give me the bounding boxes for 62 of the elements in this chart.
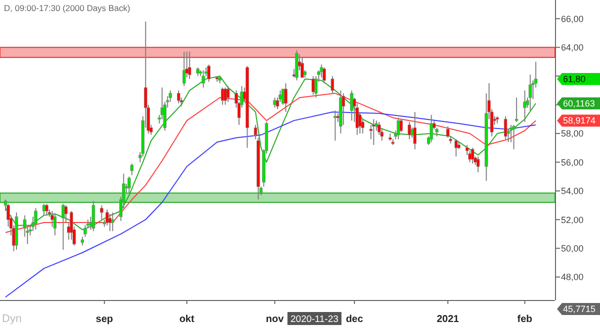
candlestick	[226, 86, 230, 102]
candlestick	[454, 138, 458, 157]
x-tick-label: feb	[517, 314, 532, 325]
y-tick-label: 52,00	[561, 214, 584, 225]
candlestick	[34, 208, 38, 230]
x-tick-label: 2021	[436, 314, 460, 325]
candlestick	[202, 70, 205, 88]
candlestick	[224, 87, 227, 106]
candlestick	[111, 212, 114, 232]
candlestick	[254, 124, 258, 140]
candlestick	[322, 66, 326, 84]
x-tick-label: dec	[346, 314, 364, 325]
text: 61,80	[563, 74, 586, 84]
candlestick	[42, 203, 46, 216]
candlestick	[358, 111, 362, 134]
line-series	[4, 111, 536, 298]
candlestick	[128, 176, 131, 193]
candlestick	[188, 51, 192, 80]
candlestick	[528, 74, 532, 112]
y-tick-label: 66,00	[561, 14, 584, 24]
chart-title: D, 09:00-17:30 (2000 Days Back)	[4, 3, 130, 13]
candlestick	[62, 203, 65, 250]
candlestick	[504, 116, 508, 140]
text: 45,7715	[563, 304, 596, 314]
candlestick	[514, 97, 518, 123]
candlestick	[284, 82, 288, 112]
candlestick	[92, 200, 96, 232]
candlestick	[396, 117, 400, 140]
y-tick-label: 64,00	[561, 42, 584, 53]
x-tick-label: okt	[179, 314, 195, 325]
candlestick	[182, 51, 186, 87]
candlestick	[108, 213, 112, 232]
x-tick-label: sep	[96, 314, 114, 325]
candlestick	[408, 122, 411, 140]
candlestick	[300, 56, 304, 78]
candlestick	[470, 147, 474, 164]
candlestick	[64, 204, 68, 223]
candlestick	[512, 124, 516, 150]
y-tick-label: 58,00	[561, 128, 584, 139]
x-tick-label: nov	[266, 314, 284, 325]
candlestick	[45, 203, 48, 216]
y-tick-label: 50,00	[561, 243, 584, 254]
candlestick	[430, 114, 433, 143]
y-tick-label: 56,00	[561, 157, 584, 168]
candlestick	[84, 224, 87, 238]
candlestick	[273, 97, 276, 108]
candlestick	[350, 90, 354, 122]
candlestick	[100, 204, 104, 220]
y-tick-label: 48,00	[561, 272, 584, 282]
candlestick	[523, 90, 526, 123]
candlestick	[207, 64, 210, 82]
candlestick	[413, 111, 416, 150]
candlestick	[176, 90, 180, 104]
candlestick	[130, 163, 134, 176]
candlestick	[476, 156, 480, 173]
text: 60,1163	[563, 98, 595, 108]
candlestick	[53, 213, 57, 236]
text: 2020-11-23	[290, 314, 338, 325]
text: Dyn	[2, 313, 22, 325]
y-tick-label: 54,00	[561, 186, 584, 196]
candlestick	[330, 76, 334, 94]
text: 58,9174	[563, 116, 596, 126]
